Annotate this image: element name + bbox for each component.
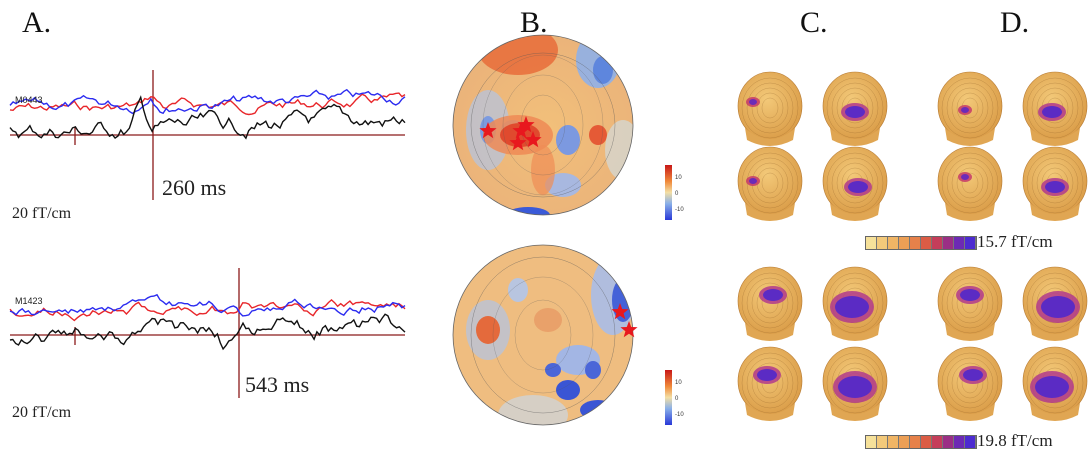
- head-render: [737, 71, 803, 146]
- cb-tick: 0: [675, 396, 679, 402]
- head-render: [937, 146, 1003, 221]
- channel-label-1: M0443: [15, 95, 43, 105]
- black-trace: [9, 313, 406, 351]
- topomap-1: [452, 34, 634, 216]
- latency-label-2: 543 ms: [245, 372, 310, 397]
- head-colorbar-1: [865, 236, 977, 250]
- head-render: [737, 146, 803, 221]
- latency-label-1: 260 ms: [162, 175, 227, 200]
- panel-c-label: C.: [800, 6, 828, 39]
- head-render: [737, 346, 803, 421]
- panel-d-label: D.: [1000, 6, 1030, 39]
- topomap-2: [452, 244, 638, 426]
- cb-tick: -10: [675, 207, 684, 213]
- head-render: [737, 266, 803, 341]
- topo-colorbar-2: 10 0 -10: [665, 370, 684, 425]
- head-colorbar-2: [865, 435, 977, 449]
- topo-colorbar-1: 10 0 -10: [665, 165, 684, 220]
- head-render: [1022, 266, 1088, 341]
- waveform-plot-1: [9, 70, 406, 200]
- channel-label-2: M1423: [15, 296, 43, 306]
- panel-b-label: B.: [520, 6, 548, 39]
- head-render: [822, 266, 888, 341]
- head-colorbar-label-2: 19.8 fT/cm: [977, 431, 1053, 450]
- head-render: [822, 146, 888, 221]
- head-render: [937, 71, 1003, 146]
- dipole-stars-1: [479, 116, 542, 151]
- head-render: [1022, 71, 1088, 146]
- waveform-plot-2: [9, 268, 406, 398]
- blue-trace: [9, 293, 406, 317]
- head-render: [1022, 146, 1088, 221]
- head-render: [822, 346, 888, 421]
- head-render: [937, 266, 1003, 341]
- scale-label-2: 20 fT/cm: [12, 404, 72, 421]
- head-render: [822, 71, 888, 146]
- blue-trace: [9, 88, 406, 115]
- cb-tick: 0: [675, 191, 679, 197]
- head-render: [1022, 346, 1088, 421]
- red-trace: [9, 298, 406, 322]
- head-render: [937, 346, 1003, 421]
- head-colorbar-label-1: 15.7 fT/cm: [977, 232, 1053, 251]
- cb-tick: 10: [675, 175, 682, 181]
- panel-a-label: A.: [22, 6, 52, 39]
- cb-tick: 10: [675, 380, 682, 386]
- black-trace: [9, 95, 406, 140]
- scale-label-1: 20 fT/cm: [12, 205, 72, 222]
- cb-tick: -10: [675, 412, 684, 418]
